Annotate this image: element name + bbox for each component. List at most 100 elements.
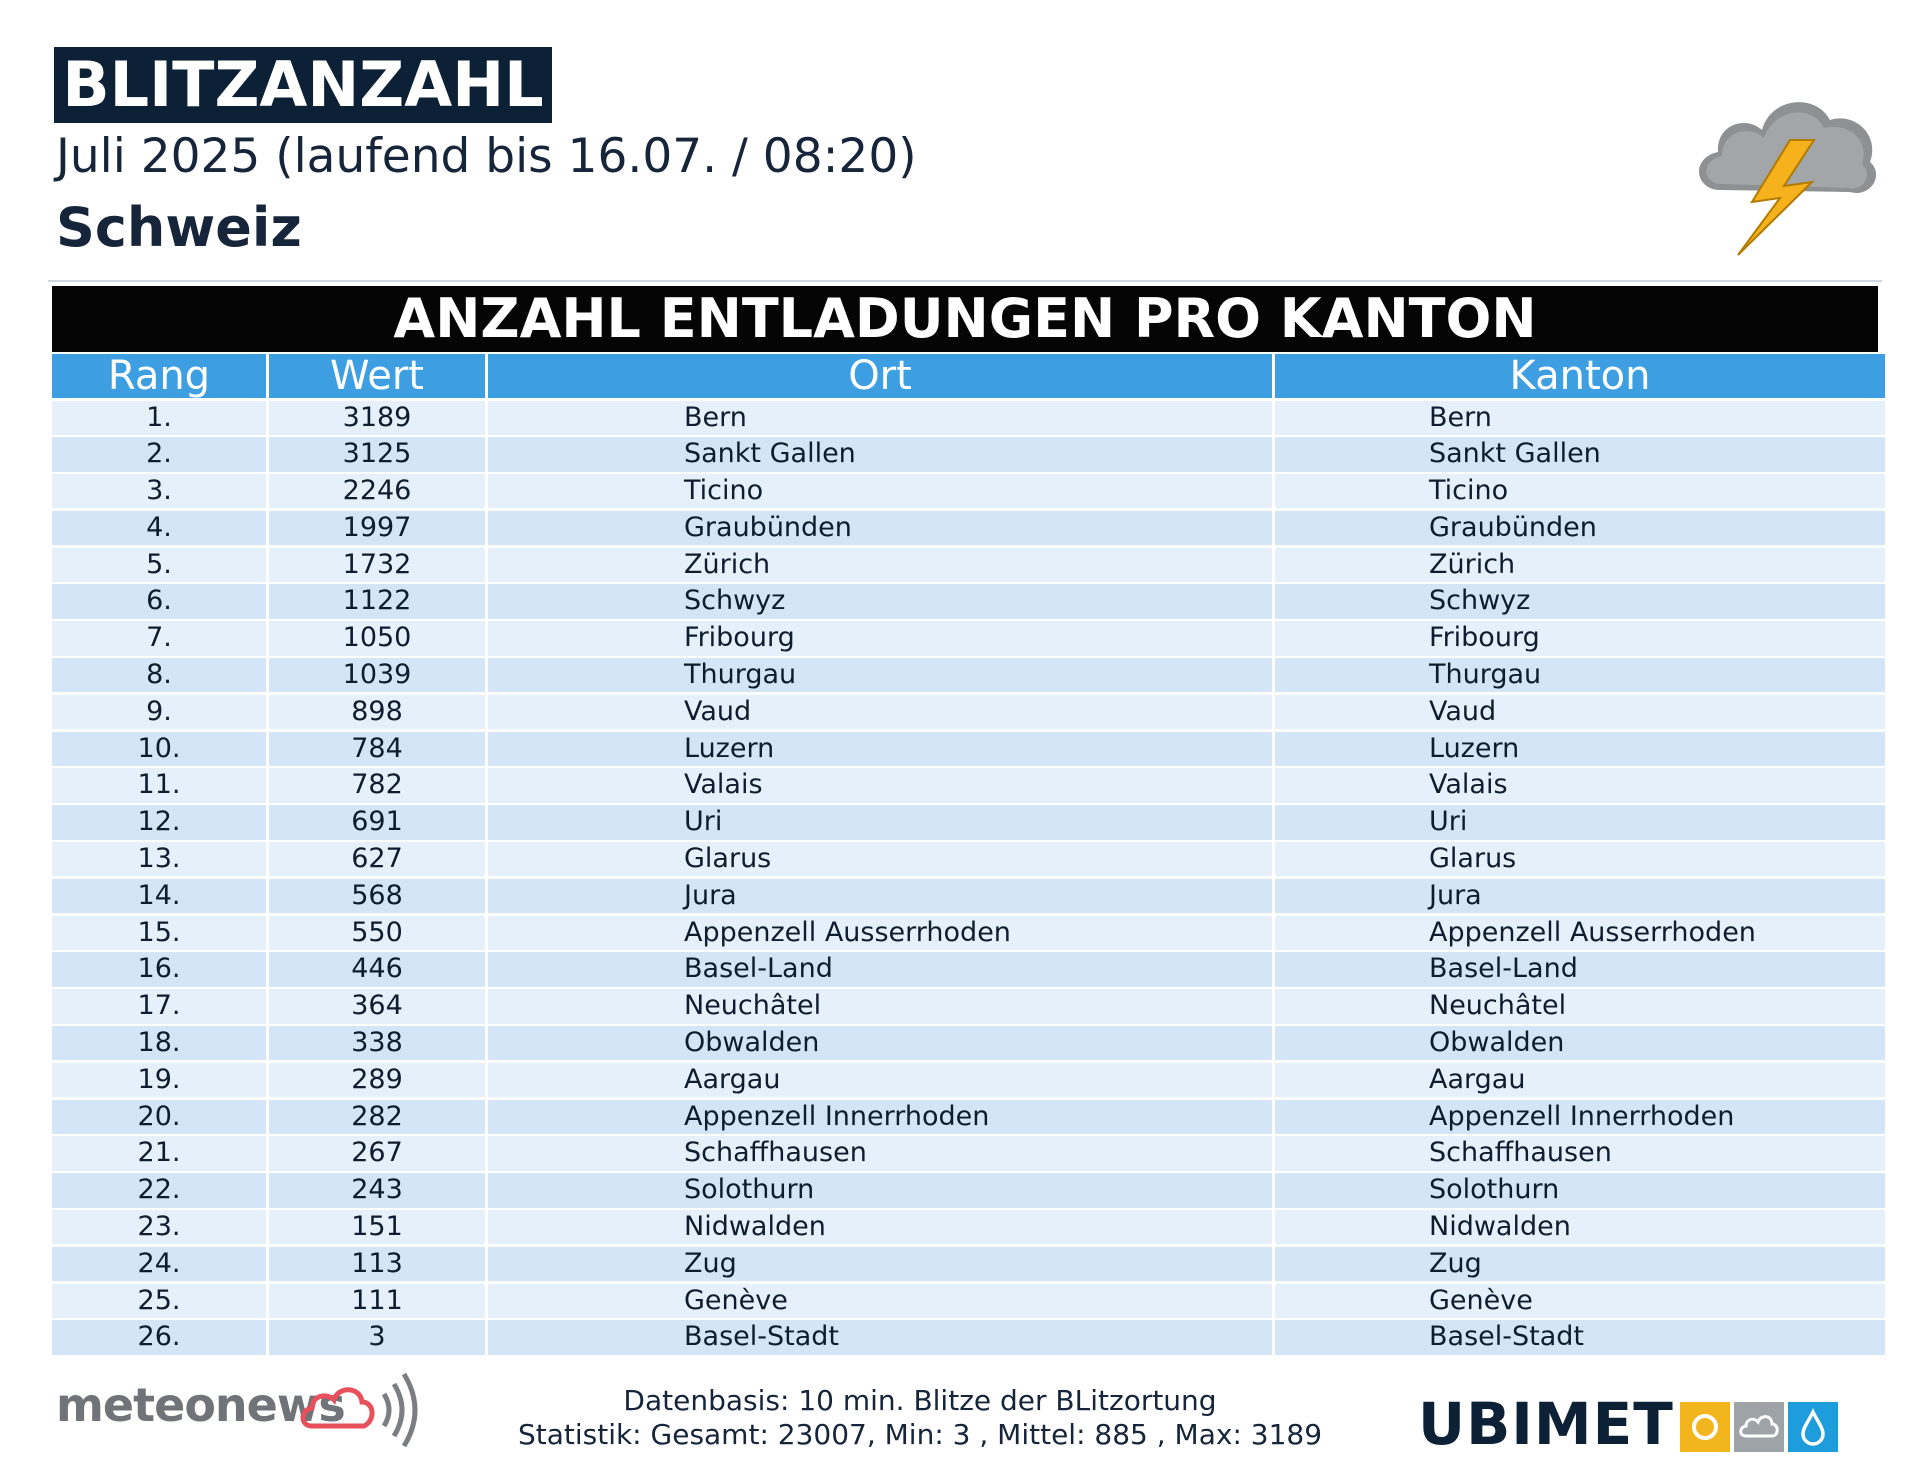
table-row: 19. 289 Aargau Aargau bbox=[52, 1062, 1885, 1098]
table-row: 15. 550 Appenzell Ausserrhoden Appenzell Au… bbox=[52, 915, 1885, 950]
kanton-cell: Glarus bbox=[1275, 842, 1885, 877]
ort-cell: Thurgau bbox=[488, 658, 1272, 693]
value-cell: 364 bbox=[269, 989, 485, 1024]
kanton-cell: Thurgau bbox=[1275, 658, 1885, 693]
ort-cell: Genève bbox=[488, 1283, 1272, 1318]
kanton-cell: Fribourg bbox=[1275, 621, 1885, 656]
kanton-cell: Uri bbox=[1275, 805, 1885, 840]
rank-cell: 5. bbox=[52, 547, 266, 582]
table-row: 3. 2246 Ticino Ticino bbox=[52, 474, 1885, 509]
ort-cell: Sankt Gallen bbox=[488, 437, 1272, 472]
table-row: 8. 1039 Thurgau Thurgau bbox=[52, 658, 1885, 693]
table-row: 5. 1732 Zürich Zürich bbox=[52, 547, 1885, 582]
ort-cell: Ticino bbox=[488, 474, 1272, 509]
value-cell: 338 bbox=[269, 1026, 485, 1061]
table-row: 6. 1122 Schwyz Schwyz bbox=[52, 584, 1885, 619]
kanton-cell: Zug bbox=[1275, 1246, 1885, 1282]
table-row: 13. 627 Glarus Glarus bbox=[52, 842, 1885, 877]
ort-cell: Nidwalden bbox=[488, 1210, 1272, 1245]
table-row: 20. 282 Appenzell Innerrhoden Appenzell Inn… bbox=[52, 1099, 1885, 1134]
ort-cell: Appenzell Innerrhoden bbox=[488, 1099, 1272, 1134]
rank-cell: 12. bbox=[52, 805, 266, 840]
column-header-rang: Rang bbox=[52, 354, 266, 398]
rank-cell: 22. bbox=[52, 1173, 266, 1208]
ort-cell: Obwalden bbox=[488, 1026, 1272, 1061]
rank-cell: 2. bbox=[52, 437, 266, 472]
table-title: ANZAHL ENTLADUNGEN PRO KANTON bbox=[52, 286, 1878, 352]
rank-cell: 24. bbox=[52, 1246, 266, 1282]
rank-cell: 25. bbox=[52, 1283, 266, 1318]
value-cell: 2246 bbox=[269, 474, 485, 509]
value-cell: 1122 bbox=[269, 584, 485, 619]
table-row: 16. 446 Basel-Land Basel-Land bbox=[52, 952, 1885, 987]
ubimet-wordmark: UBIMET bbox=[1418, 1390, 1674, 1458]
meteonews-logo: meteonews bbox=[56, 1364, 418, 1454]
kanton-cell: Bern bbox=[1275, 400, 1885, 435]
value-cell: 627 bbox=[269, 842, 485, 877]
kanton-cell: Ticino bbox=[1275, 474, 1885, 509]
kanton-cell: Vaud bbox=[1275, 694, 1885, 730]
rank-cell: 26. bbox=[52, 1320, 266, 1355]
ort-cell: Luzern bbox=[488, 731, 1272, 766]
page-title: BLITZANZAHL bbox=[54, 47, 552, 123]
rank-cell: 17. bbox=[52, 989, 266, 1024]
kanton-cell: Appenzell Innerrhoden bbox=[1275, 1099, 1885, 1134]
rank-cell: 19. bbox=[52, 1062, 266, 1098]
ort-cell: Jura bbox=[488, 878, 1272, 914]
value-cell: 1050 bbox=[269, 621, 485, 656]
ort-cell: Basel-Land bbox=[488, 952, 1272, 987]
kanton-cell: Neuchâtel bbox=[1275, 989, 1885, 1024]
table-row: 22. 243 Solothurn Solothurn bbox=[52, 1173, 1885, 1208]
table-row: 25. 111 Genève Genève bbox=[52, 1283, 1885, 1318]
kanton-cell: Nidwalden bbox=[1275, 1210, 1885, 1245]
kanton-cell: Sankt Gallen bbox=[1275, 437, 1885, 472]
kanton-cell: Basel-Land bbox=[1275, 952, 1885, 987]
ort-cell: Graubünden bbox=[488, 510, 1272, 546]
rank-cell: 21. bbox=[52, 1136, 266, 1171]
value-cell: 243 bbox=[269, 1173, 485, 1208]
table-row: 11. 782 Valais Valais bbox=[52, 768, 1885, 803]
table-row: 4. 1997 Graubünden Graubünden bbox=[52, 510, 1885, 546]
table-row: 10. 784 Luzern Luzern bbox=[52, 731, 1885, 766]
kanton-cell: Obwalden bbox=[1275, 1026, 1885, 1061]
meteonews-wordmark: meteonews bbox=[56, 1378, 346, 1432]
value-cell: 289 bbox=[269, 1062, 485, 1098]
table-row: 24. 113 Zug Zug bbox=[52, 1246, 1885, 1282]
thunderstorm-cloud-icon bbox=[1699, 102, 1877, 256]
ort-cell: Schwyz bbox=[488, 584, 1272, 619]
table-row: 18. 338 Obwalden Obwalden bbox=[52, 1026, 1885, 1061]
column-header-ort: Ort bbox=[488, 354, 1272, 398]
kanton-cell: Genève bbox=[1275, 1283, 1885, 1318]
value-cell: 113 bbox=[269, 1246, 485, 1282]
rank-cell: 18. bbox=[52, 1026, 266, 1061]
value-cell: 3189 bbox=[269, 400, 485, 435]
value-cell: 782 bbox=[269, 768, 485, 803]
value-cell: 446 bbox=[269, 952, 485, 987]
table-row: 14. 568 Jura Jura bbox=[52, 878, 1885, 914]
value-cell: 1997 bbox=[269, 510, 485, 546]
value-cell: 691 bbox=[269, 805, 485, 840]
value-cell: 550 bbox=[269, 915, 485, 950]
table-body: 1. 3189 Bern Bern 2. 3125 Sankt Gallen Sankt Ga… bbox=[52, 400, 1885, 1355]
ort-cell: Fribourg bbox=[488, 621, 1272, 656]
footer-data-source: Datenbasis: 10 min. Blitze der BLitzortu… bbox=[623, 1384, 1217, 1417]
rank-cell: 6. bbox=[52, 584, 266, 619]
table-row: 21. 267 Schaffhausen Schaffhausen bbox=[52, 1136, 1885, 1171]
table-header: Rang Wert Ort Kanton bbox=[52, 354, 1885, 398]
kanton-cell: Appenzell Ausserrhoden bbox=[1275, 915, 1885, 950]
table-row: 12. 691 Uri Uri bbox=[52, 805, 1885, 840]
rank-cell: 9. bbox=[52, 694, 266, 730]
table-row: 1. 3189 Bern Bern bbox=[52, 400, 1885, 435]
value-cell: 3 bbox=[269, 1320, 485, 1355]
kanton-cell: Solothurn bbox=[1275, 1173, 1885, 1208]
table-row: 2. 3125 Sankt Gallen Sankt Gallen bbox=[52, 437, 1885, 472]
table-row: 23. 151 Nidwalden Nidwalden bbox=[52, 1210, 1885, 1245]
rank-cell: 23. bbox=[52, 1210, 266, 1245]
value-cell: 898 bbox=[269, 694, 485, 730]
cloud-icon bbox=[1734, 1402, 1784, 1452]
footer-statistics-line: Statistik: Gesamt: 23007, Min: 3 , Mitte… bbox=[517, 1418, 1323, 1451]
value-cell: 267 bbox=[269, 1136, 485, 1171]
table-row: 9. 898 Vaud Vaud bbox=[52, 694, 1885, 730]
ort-cell: Valais bbox=[488, 768, 1272, 803]
rank-cell: 10. bbox=[52, 731, 266, 766]
